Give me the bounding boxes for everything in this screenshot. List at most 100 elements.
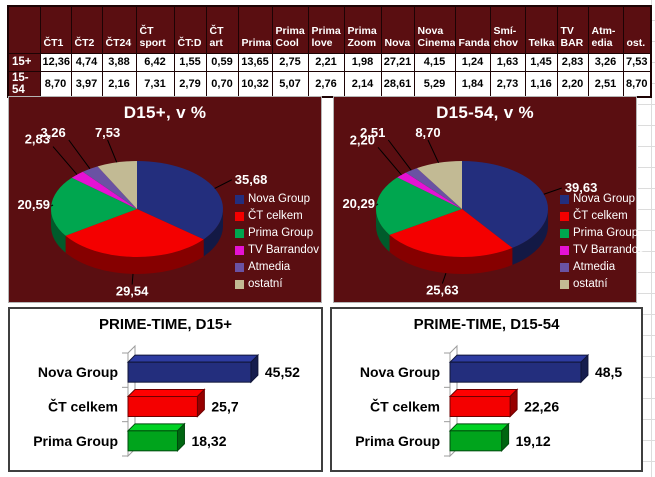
legend-label: Prima Group	[573, 227, 639, 239]
legend-label: Atmedia	[573, 261, 616, 273]
row-label-15-54: 15-54	[7, 70, 41, 97]
cell-15-tv-bar: 2,83	[556, 52, 589, 72]
cell-15-prima: 13,65	[237, 52, 273, 72]
legend-swatch-tv-barrandov	[235, 246, 244, 255]
column-header-t2: ČT2	[70, 5, 103, 54]
bar-top-prima-group	[126, 423, 186, 432]
cell-15-t-d: 1,55	[173, 52, 207, 72]
cell-15-54-fanda: 1,84	[454, 70, 491, 97]
pie-slice-tv-barrandov	[397, 172, 462, 209]
cell-15-t-art: 0,59	[205, 52, 239, 72]
pie-chart-d15-54: 39,63 25,63 20,29 2,202,51 8,70	[342, 125, 597, 298]
column-header-prima-zoom: Prima Zoom	[343, 5, 382, 54]
pie-title-d15plus: D15+, v %	[123, 103, 207, 122]
pie-value-label-atmedia: 2,51	[360, 125, 385, 140]
column-header-sm-chov: Smí-chov	[489, 5, 526, 54]
pie-value-label-prima-group: 20,59	[17, 197, 50, 212]
pie-label-leader-line	[543, 187, 562, 195]
legend-item-t-celkem: ČT celkem	[560, 208, 644, 225]
cell-15-54-sm-chov: 2,73	[489, 70, 526, 97]
bar-nova-group	[449, 361, 582, 383]
column-header-ost: ost.	[622, 5, 652, 54]
pie-slice-nova-group	[137, 161, 224, 240]
pie-slice-side-prima-group	[376, 209, 390, 252]
bar-top-nova-group	[448, 354, 590, 363]
pie-label-leader-line	[441, 272, 447, 284]
pie-slice-side-t-celkem	[65, 235, 204, 274]
bar-top-nova-group	[126, 354, 260, 363]
cell-15-54-atm-edia: 2,51	[587, 70, 624, 97]
cell-15-t1: 12,36	[39, 52, 72, 72]
cell-15-t-sport: 6,42	[135, 52, 175, 72]
bar-title-primetime-d15-54: PRIME-TIME, D15-54	[413, 316, 560, 333]
pie-value-label-ostatn: 8,70	[415, 125, 440, 140]
legend-label: ČT celkem	[573, 210, 628, 222]
category-label-t-celkem: ČT celkem	[48, 398, 118, 415]
pie-slice-side-t-celkem	[389, 234, 513, 274]
pie-label-leader-line	[50, 204, 54, 207]
category-label-t-celkem: ČT celkem	[370, 398, 440, 415]
pie-slice-side-prima-group	[51, 209, 66, 253]
legend-label: ostatní	[573, 278, 608, 290]
bar-t-celkem	[127, 396, 198, 417]
column-header-nova: Nova	[380, 5, 415, 54]
cell-15-54-ost: 8,70	[622, 70, 652, 97]
column-header-prima-cool: Prima Cool	[271, 5, 309, 54]
bar-panel-primetime-d15plus: PRIME-TIME, D15+ Nova Group 45,52 ČT celke…	[8, 307, 323, 472]
legend-item-tv-barrandov: TV Barrandov	[560, 242, 644, 259]
bar-prima-group	[449, 430, 503, 452]
pie-label-leader-line	[377, 146, 402, 176]
cell-15-nova-cinema: 4,15	[413, 52, 456, 72]
legend-swatch-tv-barrandov	[560, 246, 569, 255]
audience-share-table: ČT1 ČT2 ČT24 ČT sport ČT:D ČT art Prima Prima C…	[7, 5, 652, 98]
pie-chart-d15plus: 35,68 29,54 20,59 2,833,26 7,53	[17, 125, 267, 298]
column-header-prima: Prima	[237, 5, 273, 54]
legend-item-ostatn: ostatní	[235, 276, 319, 293]
legend-item-prima-group: Prima Group	[235, 225, 319, 242]
spreadsheet-gridline-vertical	[651, 0, 652, 477]
column-header-tv-bar: TV BAR	[556, 5, 589, 54]
legend-swatch-atmedia	[235, 263, 244, 272]
legend-swatch-prima-group	[235, 229, 244, 238]
pie-slice-prima-group	[376, 177, 462, 235]
cell-15-54-prima: 10,32	[237, 70, 273, 97]
cell-15-fanda: 1,24	[454, 52, 491, 72]
row-label-15: 15+	[7, 52, 41, 72]
cell-15-prima-zoom: 1,98	[343, 52, 382, 72]
cell-15-t2: 4,74	[70, 52, 103, 72]
legend-swatch-prima-group	[560, 229, 569, 238]
pie-label-leader-line	[131, 273, 134, 285]
column-header-telka: Telka	[524, 5, 558, 54]
cell-15-54-prima-love: 2,76	[307, 70, 345, 97]
legend-item-atmedia: Atmedia	[560, 259, 644, 276]
column-header-t24: ČT24	[101, 5, 137, 54]
legend-item-prima-group: Prima Group	[560, 225, 644, 242]
pie-slice-ostatn	[416, 161, 462, 209]
legend-item-ostatn: ostatní	[560, 276, 644, 293]
pie-title-d15-54: D15-54, v %	[436, 103, 534, 122]
column-header-prima-love: Prima love	[307, 5, 345, 54]
column-header-t-d: ČT:D	[173, 5, 207, 54]
legend-item-atmedia: Atmedia	[235, 259, 319, 276]
category-label-nova-group: Nova Group	[360, 364, 440, 380]
bar-chart-primetime-d15-54: Nova Group 48,5 ČT celkem 22,26 Prima Group 1…	[355, 344, 622, 458]
cell-15-nova: 27,21	[380, 52, 415, 72]
bar-nova-group	[127, 361, 252, 383]
table-corner-cell	[7, 5, 41, 54]
pie-label-leader-line	[107, 139, 118, 163]
pie-value-label-tv-barrandov: 2,83	[25, 132, 50, 147]
cell-15-54-prima-zoom: 2,14	[343, 70, 382, 97]
bar-prima-group	[127, 430, 178, 452]
pie-value-label-prima-group: 20,29	[342, 196, 375, 211]
cell-15-54-tv-bar: 2,20	[556, 70, 589, 97]
category-label-prima-group: Prima Group	[33, 433, 118, 449]
pie-label-leader-line	[375, 203, 379, 206]
cell-15-telka: 1,45	[524, 52, 558, 72]
pie-slice-ostatn	[97, 161, 137, 209]
cell-15-atm-edia: 3,26	[587, 52, 624, 72]
pie-label-leader-line	[387, 139, 412, 171]
legend-label: Prima Group	[248, 227, 314, 239]
cell-15-54-t-sport: 7,31	[135, 70, 175, 97]
bar-title-primetime-d15plus: PRIME-TIME, D15+	[99, 316, 232, 333]
legend-swatch-nova-group	[235, 195, 244, 204]
